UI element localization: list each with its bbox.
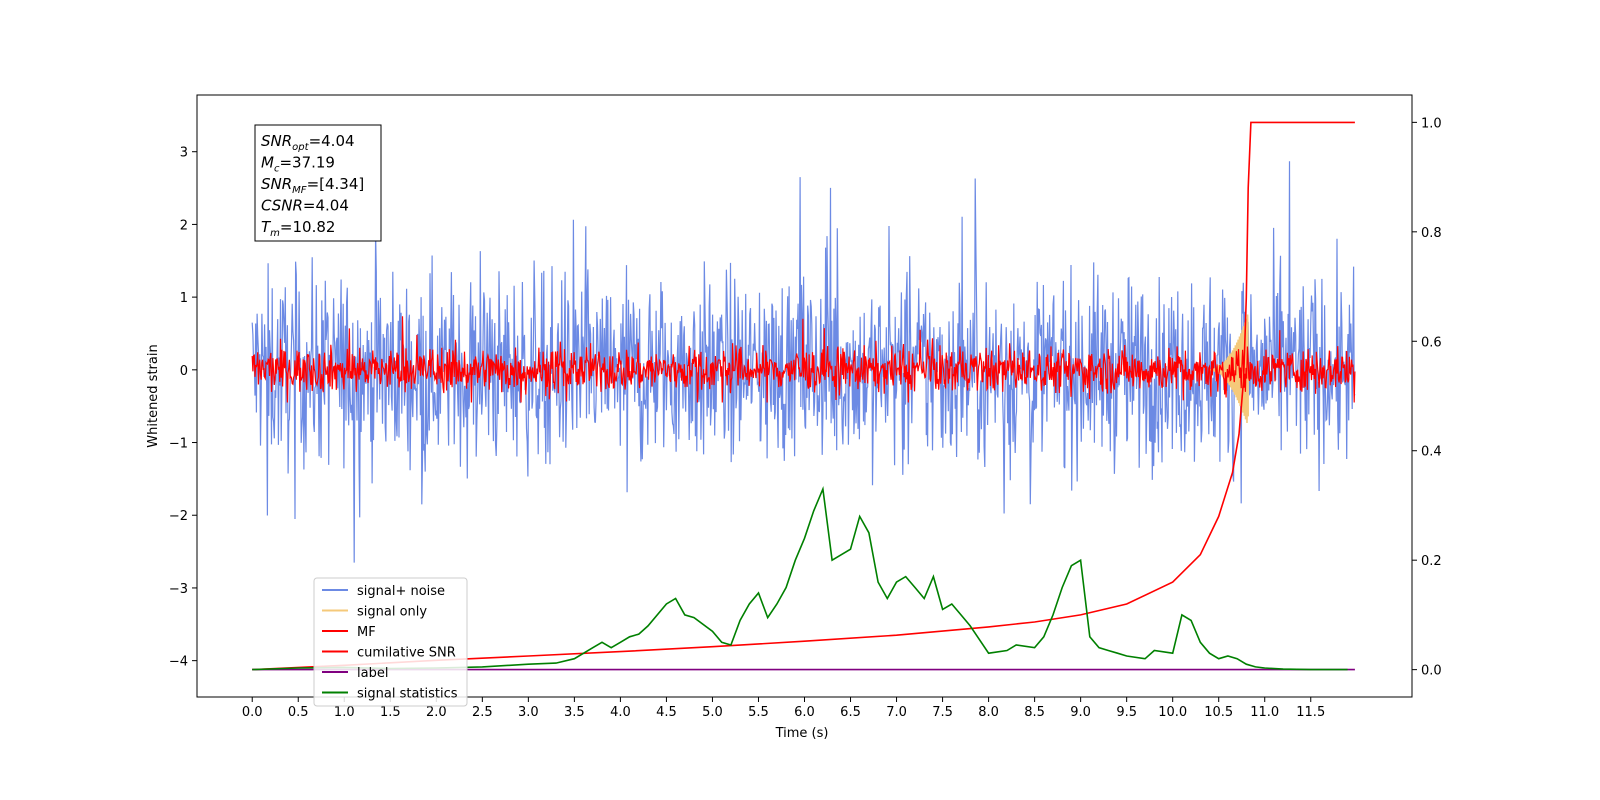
y-tick-label: −1 — [169, 437, 188, 452]
x-tick-label: 3.5 — [564, 705, 585, 720]
y-axis-right: 1.0 0.8 0.6 0.4 0.2 0.0 — [1412, 116, 1442, 679]
x-tick-label: 10.5 — [1204, 705, 1233, 720]
x-tick-label: 9.0 — [1070, 705, 1091, 720]
y2-tick-label: 0.2 — [1421, 554, 1442, 569]
y-axis-left: 3 2 1 0 −1 −2 −3 −4 — [169, 146, 197, 670]
x-tick-label: 11.0 — [1250, 705, 1279, 720]
x-tick-label: 2.5 — [472, 705, 493, 720]
annotation-line: Mc=37.19 — [261, 154, 335, 175]
x-tick-label: 0.5 — [288, 705, 309, 720]
y-tick-label: −4 — [169, 655, 188, 670]
legend-label-cumilative-snr: cumilative SNR — [357, 646, 456, 661]
y-tick-label: 2 — [180, 218, 188, 233]
series-line-cumilative-snr — [252, 121, 1355, 671]
x-tick-label: 6.5 — [840, 705, 861, 720]
y-tick-label: 3 — [180, 146, 188, 161]
legend-label-label: label — [357, 666, 388, 681]
annotation-frame — [254, 124, 382, 242]
x-axis: 0.0 0.5 1.0 1.5 2.0 2.5 3.0 3.5 4.0 4.5 5.0 5.5 6.0 6… — [242, 697, 1325, 720]
x-tick-label: 7.5 — [932, 705, 953, 720]
x-tick-label: 7.0 — [886, 705, 907, 720]
x-tick-label: 2.0 — [426, 705, 447, 720]
x-tick-label: 1.5 — [380, 705, 401, 720]
y-axis-title: Whitened strain — [146, 344, 161, 447]
x-tick-label: 1.0 — [334, 705, 355, 720]
legend: signal+ noise signal only MF cumilative SNR… — [313, 577, 468, 707]
y-tick-label: −2 — [169, 509, 188, 524]
x-tick-label: 5.0 — [702, 705, 723, 720]
annotation-line: SNRMF=[4.34] — [261, 175, 364, 196]
annotation-line: CSNR=4.04 — [261, 197, 349, 215]
y2-tick-label: 0.6 — [1421, 335, 1442, 350]
series-line-signal-statistics — [252, 485, 1348, 671]
x-tick-label: 8.0 — [978, 705, 999, 720]
annotation-box: SNRopt=4.04Mc=37.19SNRMF=[4.34]CSNR=4.04… — [254, 124, 382, 242]
y2-tick-label: 1.0 — [1421, 116, 1442, 131]
legend-label-signal-statistics: signal statistics — [357, 687, 458, 702]
x-tick-label: 4.5 — [656, 705, 677, 720]
annotation-line: Tm=10.82 — [261, 218, 335, 239]
x-tick-label: 3.0 — [518, 705, 539, 720]
x-tick-label: 8.5 — [1024, 705, 1045, 720]
x-tick-label: 9.5 — [1116, 705, 1137, 720]
series-line-signal-noise — [251, 161, 1356, 563]
y-tick-label: 1 — [180, 291, 188, 306]
x-tick-label: 11.5 — [1296, 705, 1325, 720]
x-tick-label: 4.0 — [610, 705, 631, 720]
x-axis-title: Time (s) — [775, 726, 829, 741]
x-tick-label: 6.0 — [794, 705, 815, 720]
y2-tick-label: 0.0 — [1421, 664, 1442, 679]
legend-label-mf: MF — [357, 625, 376, 640]
legend-label-signal-only: signal only — [357, 605, 427, 620]
legend-label-signal-noise: signal+ noise — [357, 584, 445, 599]
y-tick-label: −3 — [169, 582, 188, 597]
x-tick-label: 10.0 — [1158, 705, 1187, 720]
y2-tick-label: 0.8 — [1421, 226, 1442, 241]
series-line-mf — [251, 316, 1356, 403]
annotation-line: SNRopt=4.04 — [261, 132, 355, 153]
y2-tick-label: 0.4 — [1421, 445, 1442, 460]
x-tick-label: 5.5 — [748, 705, 769, 720]
y-tick-label: 0 — [180, 364, 188, 379]
x-tick-label: 0.0 — [242, 705, 263, 720]
legend-frame — [313, 577, 468, 707]
